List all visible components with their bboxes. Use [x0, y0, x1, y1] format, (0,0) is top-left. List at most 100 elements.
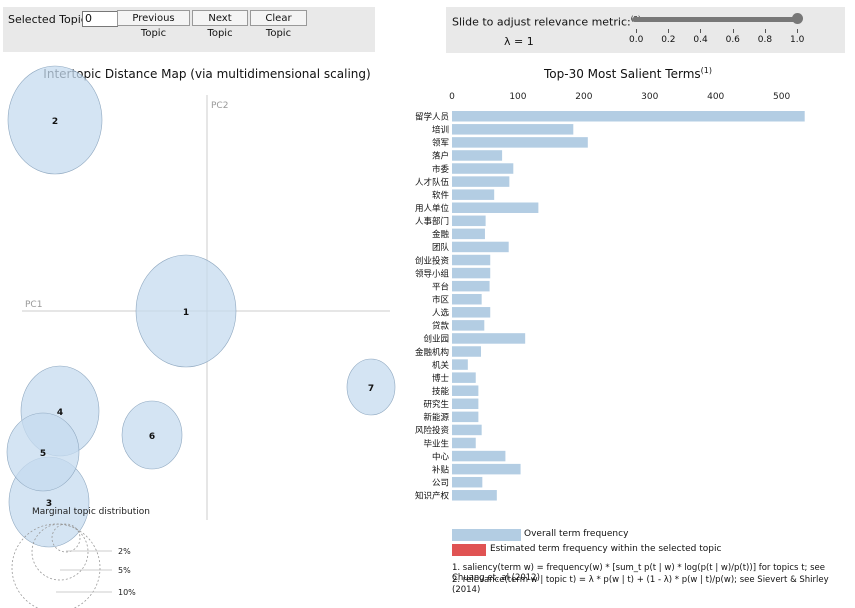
topic-circle-1[interactable] — [135, 254, 237, 368]
slider-tick-mark — [797, 29, 798, 33]
term-label[interactable]: 团队 — [432, 242, 450, 253]
topic-map-title: Intertopic Distance Map (via multidimens… — [43, 67, 370, 81]
next-topic-button[interactable]: Next Topic — [192, 10, 248, 39]
term-label[interactable]: 金融机构 — [415, 347, 449, 358]
term-label[interactable]: 用人单位 — [415, 203, 450, 214]
relevance-slider-thumb[interactable] — [792, 13, 803, 24]
bar-overall-frequency[interactable] — [452, 176, 510, 187]
slider-tick-label: 1.0 — [790, 35, 805, 45]
bar-overall-frequency[interactable] — [452, 189, 495, 200]
bar-overall-frequency[interactable] — [452, 359, 468, 370]
bar-overall-frequency[interactable] — [452, 346, 482, 357]
bar-overall-frequency[interactable] — [452, 202, 539, 213]
bar-overall-frequency[interactable] — [452, 228, 485, 240]
lambda-value: λ = 1 — [504, 35, 534, 48]
marginal-label: Marginal topic distribution — [32, 507, 150, 517]
term-label[interactable]: 中心 — [432, 451, 450, 462]
term-label[interactable]: 创业投资 — [415, 255, 450, 266]
topic-circle-label: 4 — [57, 408, 63, 418]
bar-overall-frequency[interactable] — [452, 463, 521, 475]
topic-circle-label: 2 — [52, 117, 58, 127]
bar-overall-frequency[interactable] — [452, 385, 479, 396]
slider-tick-mark — [668, 29, 670, 33]
term-label[interactable]: 风险投资 — [415, 425, 450, 436]
bar-overall-frequency[interactable] — [452, 411, 479, 423]
term-label[interactable]: 新能源 — [423, 412, 449, 423]
bar-overall-frequency[interactable] — [452, 437, 476, 449]
term-label[interactable]: 领军 — [432, 138, 449, 149]
relevance-slider-track[interactable] — [632, 17, 796, 22]
term-label[interactable]: 贷款 — [432, 321, 450, 332]
x-tick-label: 0 — [449, 92, 455, 102]
footnote-saliency: 1. saliency(term w) = frequency(w) * [su… — [452, 563, 825, 583]
bar-overall-frequency[interactable] — [452, 333, 526, 344]
term-label[interactable]: 公司 — [432, 478, 449, 488]
chart-title-text: Top-30 Most Salient Terms — [543, 67, 701, 81]
x-tick-label: 100 — [509, 92, 526, 102]
term-label[interactable]: 补贴 — [432, 464, 450, 475]
bar-overall-frequency[interactable] — [452, 372, 476, 383]
slider-tick-mark — [636, 29, 637, 33]
slider-tick-mark — [700, 29, 702, 33]
bar-overall-frequency[interactable] — [452, 320, 485, 331]
term-label[interactable]: 技能 — [432, 386, 450, 397]
term-label[interactable]: 研究生 — [423, 399, 449, 410]
bar-overall-frequency[interactable] — [452, 163, 514, 174]
topic-circle-label: 3 — [46, 499, 52, 509]
term-label[interactable]: 市委 — [432, 164, 450, 175]
term-label[interactable]: 留学人员 — [415, 112, 449, 123]
bar-overall-frequency[interactable] — [452, 490, 497, 501]
term-label[interactable]: 知识产权 — [415, 491, 450, 502]
bar-overall-frequency[interactable] — [452, 307, 491, 318]
term-label[interactable]: 创业园 — [423, 334, 449, 345]
term-label[interactable]: 领导小组 — [415, 268, 450, 279]
term-label[interactable]: 软件 — [432, 190, 450, 201]
chart-title-footnote: (1) — [701, 66, 712, 75]
term-label[interactable]: 人事部门 — [415, 216, 449, 227]
legend-overall-swatch — [452, 529, 521, 541]
topic-controls-bar: Selected Topic: 0 Previous Topic Next To… — [3, 7, 375, 52]
bar-overall-frequency[interactable] — [452, 424, 482, 436]
marginal-tick-label: 2% — [118, 547, 131, 556]
term-label[interactable]: 人才队伍 — [415, 177, 450, 188]
bar-overall-frequency[interactable] — [452, 293, 482, 305]
term-label[interactable]: 机关 — [432, 360, 450, 371]
term-label[interactable]: 培训 — [432, 125, 449, 136]
footnote-relevance: 2. relevance(term w | topic t) = λ * p(w… — [452, 575, 829, 595]
term-label[interactable]: 人选 — [432, 308, 450, 319]
bar-chart-bars — [452, 111, 805, 501]
term-label[interactable]: 毕业生 — [423, 438, 449, 449]
term-label[interactable]: 市区 — [432, 294, 450, 305]
topic-circle-7[interactable] — [346, 358, 396, 416]
bar-chart-term-labels: 留学人员培训领军落户市委人才队伍软件用人单位人事部门金融团队创业投资领导小组平台… — [415, 112, 450, 502]
topic-circle-label: 5 — [40, 449, 46, 459]
topic-circles: 1 2 3 4 5 6 7 — [6, 65, 396, 548]
x-tick-label: 500 — [773, 92, 790, 102]
bar-overall-frequency[interactable] — [452, 215, 486, 227]
bar-overall-frequency[interactable] — [452, 450, 506, 462]
term-label[interactable]: 博士 — [432, 373, 450, 384]
chart-title: Top-30 Most Salient Terms(1) — [543, 66, 712, 81]
topic-circle-6[interactable] — [121, 400, 183, 470]
topic-circle-label: 6 — [149, 432, 155, 442]
term-label[interactable]: 平台 — [432, 281, 449, 292]
slider-tick-label: 0.8 — [757, 35, 773, 45]
slider-tick-label: 0.6 — [725, 35, 740, 45]
bar-overall-frequency[interactable] — [452, 267, 491, 279]
bar-overall-frequency[interactable] — [452, 241, 509, 253]
bar-overall-frequency[interactable] — [452, 111, 805, 122]
bar-overall-frequency[interactable] — [452, 150, 503, 161]
topic-circle-5[interactable] — [6, 412, 80, 492]
term-label[interactable]: 金融 — [432, 229, 450, 240]
bar-overall-frequency[interactable] — [452, 280, 490, 292]
bar-overall-frequency[interactable] — [452, 254, 491, 266]
term-label[interactable]: 落户 — [432, 151, 449, 162]
previous-topic-button[interactable]: Previous Topic — [117, 10, 190, 39]
bar-overall-frequency[interactable] — [452, 137, 588, 148]
clear-topic-button[interactable]: Clear Topic — [250, 10, 307, 39]
bar-overall-frequency[interactable] — [452, 398, 479, 410]
bar-overall-frequency[interactable] — [452, 124, 574, 135]
topic-circle-2[interactable] — [7, 65, 103, 175]
bar-overall-frequency[interactable] — [452, 476, 483, 488]
